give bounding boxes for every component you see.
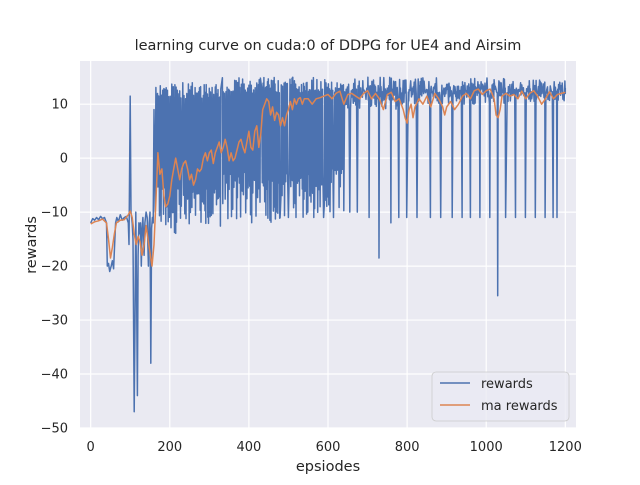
legend-label-rewards: rewards [481, 377, 533, 392]
y-tick-label: −40 [41, 368, 68, 383]
y-tick-label: −10 [41, 206, 68, 221]
y-axis-label: rewards [24, 216, 40, 274]
x-tick-label: 400 [236, 440, 261, 455]
legend: rewards ma rewards [431, 371, 570, 422]
y-tick-label: −50 [41, 422, 68, 437]
x-tick-label: 800 [395, 440, 420, 455]
legend-box [431, 371, 570, 422]
x-tick-label: 600 [316, 440, 341, 455]
y-tick-label: 10 [51, 98, 68, 113]
x-tick-label: 1000 [470, 440, 503, 455]
x-tick-label: 0 [87, 440, 95, 455]
chart-title: learning curve on cuda:0 of DDPG for UE4… [135, 38, 522, 54]
y-tick-label: 0 [60, 152, 68, 167]
y-tick-label: −20 [41, 260, 68, 275]
series-line-rewards [90, 76, 567, 413]
x-tick-label: 200 [157, 440, 182, 455]
y-tick-label: −30 [41, 314, 68, 329]
legend-label-ma-rewards: ma rewards [481, 399, 558, 414]
x-tick-label: 1200 [549, 440, 582, 455]
series-line-ma-rewards [90, 88, 566, 267]
x-axis-label: epsiodes [296, 459, 360, 475]
